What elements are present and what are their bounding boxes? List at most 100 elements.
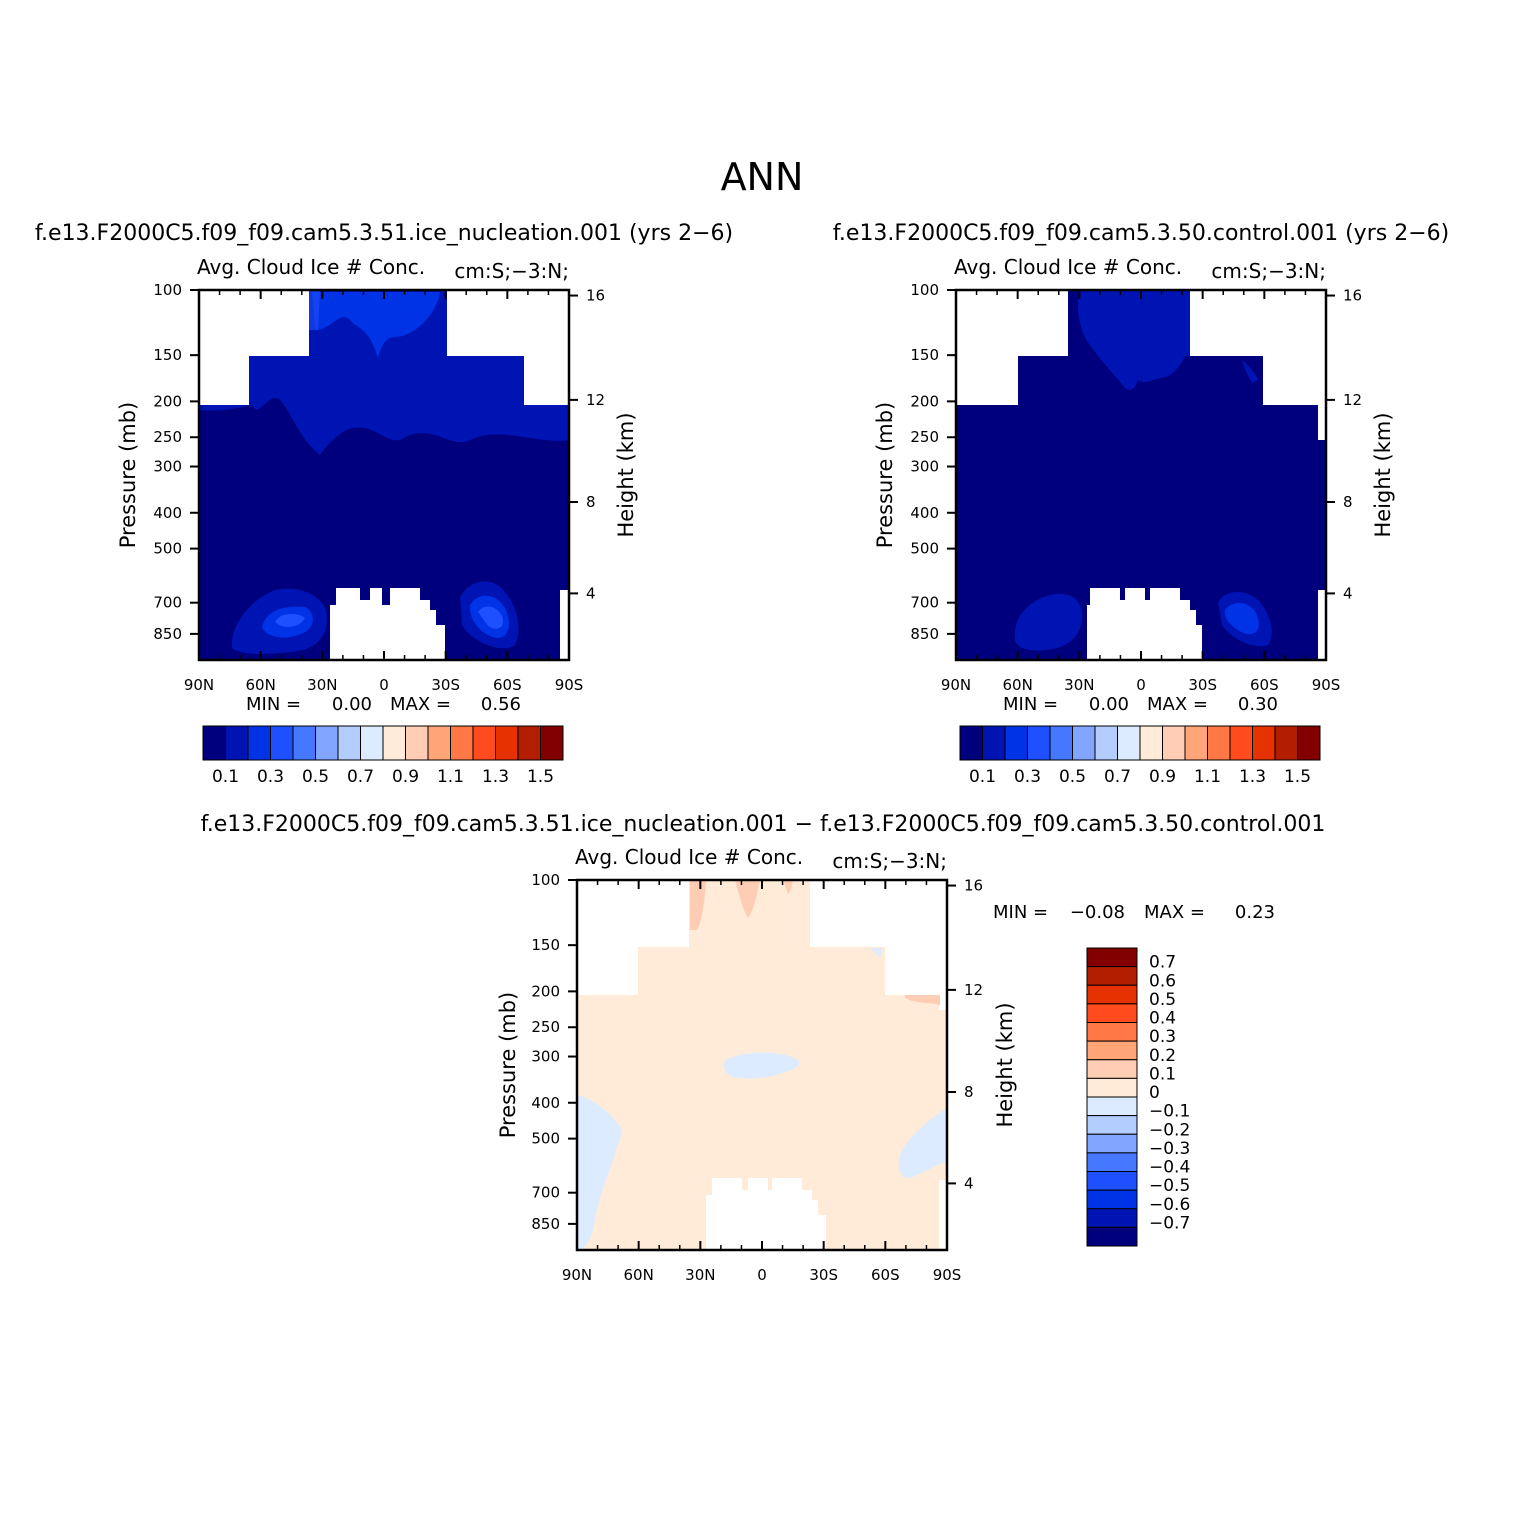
plot-area-control	[956, 290, 1326, 660]
colorbar-box-control	[1207, 725, 1231, 761]
y-tick-label-difference: 500	[531, 1130, 560, 1148]
colorbar-box-control	[1027, 725, 1051, 761]
max-value-difference: 0.23	[1235, 902, 1275, 923]
colorbar-box-case	[382, 725, 406, 761]
field-neg-rs-diff	[870, 948, 882, 958]
y-tick-label-control: 400	[910, 504, 939, 522]
y-tick-label-control: 150	[910, 346, 939, 364]
colorbar-box-difference	[1086, 1059, 1138, 1079]
x-tick-label-case: 30S	[431, 676, 460, 694]
field-upper-right-diff	[905, 995, 940, 1005]
panel-control: f.e13.F2000C5.f09_f09.cam5.3.50.control.…	[833, 221, 1449, 787]
colorbar-box-control	[1229, 725, 1253, 761]
colorbar-box-case	[202, 725, 226, 761]
y-axis-label-control: Pressure (mb)	[873, 402, 897, 549]
run-title-difference: f.e13.F2000C5.f09_f09.cam5.3.51.ice_nucl…	[201, 812, 1326, 837]
y2-tick-label-difference: 16	[964, 877, 983, 895]
field-lower-right-core-control	[1224, 602, 1259, 635]
max-value-control: 0.30	[1238, 694, 1278, 715]
left-title-difference: Avg. Cloud Ice # Conc.	[575, 845, 803, 869]
colorbar-box-case	[517, 725, 541, 761]
colorbar-label-control: 1.5	[1284, 767, 1311, 787]
colorbar-box-case	[225, 725, 249, 761]
colorbar-box-difference	[1086, 984, 1138, 1005]
y-tick-label-control: 700	[910, 594, 939, 612]
y-tick-label-difference: 850	[531, 1215, 560, 1233]
colorbar-box-difference	[1086, 1022, 1138, 1042]
field-top-left-diff	[690, 880, 706, 930]
field-neg-mid-diff	[723, 1052, 800, 1079]
field-lower-left-control	[1014, 593, 1082, 651]
colorbar-label-control: 0.9	[1149, 767, 1176, 787]
field-topo-control	[1087, 588, 1202, 660]
right-title-control: cm:S;−3:N;	[1211, 259, 1326, 283]
y2-tick-label-case: 16	[586, 287, 605, 305]
colorbar-label-difference: −0.4	[1149, 1158, 1190, 1178]
colorbar-box-difference	[1086, 1189, 1138, 1210]
colorbar-box-difference	[1086, 1208, 1138, 1228]
y-axis-label-difference: Pressure (mb)	[496, 992, 520, 1139]
colorbar-label-difference: −0.7	[1149, 1213, 1190, 1233]
x-tick-label-difference: 60N	[624, 1266, 654, 1284]
field-topo-difference	[706, 1178, 826, 1250]
min-label-control: MIN =	[1003, 694, 1058, 715]
y-tick-label-difference: 400	[531, 1094, 560, 1112]
field-upper-right-control	[1242, 360, 1258, 383]
y2-tick-label-difference: 4	[964, 1174, 974, 1192]
x-tick-label-control: 60N	[1003, 676, 1033, 694]
colorbar-box-case	[315, 725, 339, 761]
colorbar-box-case	[495, 725, 519, 761]
x-tick-label-case: 60S	[493, 676, 522, 694]
colorbar-label-control: 0.1	[969, 767, 996, 787]
colorbar-case: 0.1 0.3 0.5 0.7 0.9 1.1 1.3 1.5	[202, 725, 564, 787]
colorbar-label-case: 0.3	[257, 767, 284, 787]
y-tick-label-difference: 250	[531, 1018, 560, 1036]
x-tick-label-case: 60N	[246, 676, 276, 694]
panel-case: f.e13.F2000C5.f09_f09.cam5.3.51.ice_nucl…	[35, 221, 733, 787]
colorbar-box-control	[1004, 725, 1028, 761]
colorbar-box-control	[1297, 725, 1321, 761]
panel-difference: f.e13.F2000C5.f09_f09.cam5.3.51.ice_nucl…	[201, 812, 1326, 1284]
colorbar-label-difference: 0.1	[1149, 1064, 1176, 1084]
y-tick-label-control: 100	[910, 281, 939, 299]
x-tick-label-difference: 30S	[809, 1266, 838, 1284]
max-label-control: MAX =	[1147, 694, 1208, 715]
figure-title: ANN	[721, 155, 804, 199]
colorbar-box-difference	[1086, 1003, 1138, 1023]
x-tick-label-control: 60S	[1250, 676, 1279, 694]
y-tick-label-case: 500	[153, 540, 182, 558]
y-tick-label-case: 400	[153, 504, 182, 522]
colorbar-box-case	[270, 725, 294, 761]
x-tick-label-control: 30S	[1188, 676, 1217, 694]
plot-area-case	[199, 290, 569, 660]
colorbar-box-case	[472, 725, 496, 761]
colorbar-box-control	[1094, 725, 1118, 761]
colorbar-box-difference	[1086, 947, 1138, 968]
x-tick-label-control: 90S	[1312, 676, 1341, 694]
y2-tick-label-case: 4	[586, 584, 596, 602]
y-tick-label-control: 500	[910, 540, 939, 558]
plot-area-difference	[577, 880, 947, 1250]
colorbar-label-difference: 0	[1149, 1083, 1160, 1103]
colorbar-box-difference	[1086, 1115, 1138, 1135]
y-tick-label-difference: 200	[531, 982, 560, 1000]
colorbar-box-case	[540, 725, 564, 761]
field-upper-edge-case	[309, 290, 320, 330]
left-title-control: Avg. Cloud Ice # Conc.	[954, 255, 1182, 279]
y2-tick-label-control: 8	[1343, 493, 1353, 511]
colorbar-box-case	[360, 725, 384, 761]
field-top-mid-diff	[735, 880, 760, 918]
colorbar-label-difference: 0.6	[1149, 971, 1176, 991]
min-value-difference: −0.08	[1070, 902, 1125, 923]
colorbar-box-case	[292, 725, 316, 761]
axes-control: 90N 60N 30N 0 30S 60S 90S 100 150 200 250 300 400 500…	[910, 281, 1362, 694]
y2-tick-label-control: 4	[1343, 584, 1353, 602]
max-label-difference: MAX =	[1144, 902, 1205, 923]
y2-tick-label-difference: 12	[964, 981, 983, 999]
y-tick-label-case: 300	[153, 458, 182, 476]
y2-tick-label-control: 12	[1343, 391, 1362, 409]
colorbar-box-control	[1162, 725, 1186, 761]
colorbar-box-case	[337, 725, 361, 761]
colorbar-box-difference	[1086, 1152, 1138, 1172]
colorbar-box-case	[450, 725, 474, 761]
